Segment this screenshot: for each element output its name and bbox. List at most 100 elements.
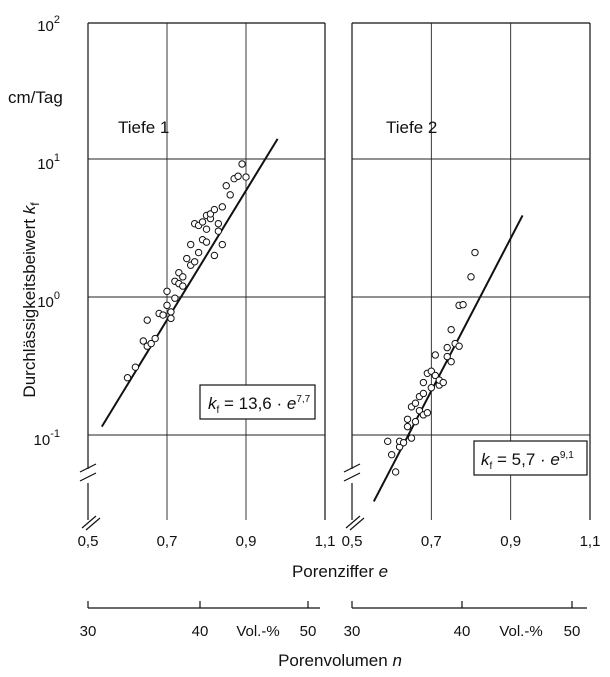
- axis-break-mark: [85, 517, 101, 531]
- data-point: [139, 337, 148, 345]
- data-point: [238, 160, 246, 168]
- equation-body: = 13,6 ·: [219, 394, 287, 413]
- data-point: [399, 438, 408, 447]
- y-tick-exponent: 1: [54, 152, 60, 164]
- axis-break-mark: [343, 472, 361, 482]
- y-tick-label: 100: [37, 290, 60, 311]
- data-point: [179, 282, 187, 290]
- data-point: [159, 311, 167, 319]
- y-tick-label: 102: [37, 14, 60, 35]
- x-axis-label-text: Porenziffer: [292, 562, 379, 581]
- data-point: [210, 251, 219, 260]
- data-point: [226, 191, 234, 199]
- data-point: [387, 450, 396, 459]
- equation-k-sub: f: [490, 461, 493, 472]
- data-point: [143, 316, 151, 324]
- data-point: [431, 351, 439, 359]
- equation-e: e: [287, 394, 296, 413]
- y-tick-base: 10: [37, 294, 54, 311]
- x-axis-label: Porenziffer e: [292, 562, 388, 581]
- y-tick-label: 10-1: [34, 428, 60, 449]
- equation-k: k: [208, 394, 218, 413]
- data-point: [147, 339, 155, 348]
- axis-break-mark: [79, 472, 97, 482]
- data-point: [403, 415, 412, 423]
- n-axis-label-symbol: n: [392, 651, 401, 670]
- y-tick-base: 10: [37, 156, 54, 173]
- data-point: [439, 378, 447, 387]
- y-tick-exponent: -1: [50, 428, 60, 440]
- y-axis-label-subscript: f: [28, 202, 42, 206]
- x-tick-label: 0,9: [500, 533, 521, 550]
- data-point: [419, 389, 428, 398]
- data-point: [171, 294, 179, 302]
- equation-exponent: 7,7: [296, 394, 310, 405]
- equation-box: [199, 384, 316, 420]
- data-point: [407, 434, 416, 442]
- x-tick-label: 0,5: [78, 533, 99, 550]
- data-point: [218, 203, 227, 211]
- x-tick-label: 0,7: [421, 533, 442, 550]
- data-point: [242, 173, 250, 181]
- data-point: [427, 384, 436, 392]
- data-point: [179, 273, 187, 281]
- data-point: [467, 273, 475, 281]
- y-tick-base: 10: [37, 18, 54, 35]
- axis-break-mark: [345, 515, 361, 529]
- data-point: [123, 374, 132, 382]
- data-point: [455, 342, 463, 350]
- data-point: [411, 417, 420, 426]
- y-axis-unit: cm/Tag: [8, 88, 63, 107]
- data-point: [194, 248, 203, 257]
- data-point: [163, 287, 171, 295]
- x-axis-label-symbol: e: [379, 562, 388, 581]
- equation-label: kf = 13,6 · e7,7: [208, 394, 311, 416]
- data-point: [214, 227, 223, 235]
- y-tick-base: 10: [34, 432, 51, 449]
- data-point: [222, 182, 230, 190]
- data-point: [384, 437, 392, 446]
- data-point: [190, 258, 199, 266]
- data-point: [183, 254, 191, 263]
- data-point: [151, 334, 159, 343]
- y-axis-label: Durchlässigkeitsbeiwert kf: [20, 202, 42, 398]
- data-point: [443, 343, 451, 352]
- axis-break-mark: [349, 517, 365, 531]
- n-axis-unit: Vol.-%: [236, 623, 279, 640]
- data-point: [167, 308, 175, 316]
- equation-e: e: [550, 450, 559, 469]
- y-axis-label-text: Durchlässigkeitsbeiwert: [20, 214, 39, 397]
- data-point: [431, 371, 439, 380]
- n-axis-label-text: Porenvolumen: [278, 651, 392, 670]
- y-tick-label: 101: [37, 152, 60, 173]
- data-point: [202, 225, 211, 233]
- x-tick-label: 1,1: [580, 533, 601, 550]
- n-tick-label: 30: [344, 623, 361, 640]
- chart-panel-1: [79, 22, 326, 531]
- data-point: [163, 301, 171, 310]
- data-point: [202, 238, 211, 246]
- data-point: [167, 314, 175, 323]
- data-point: [471, 248, 479, 257]
- panel-title: Tiefe 1: [118, 118, 169, 137]
- data-point: [447, 325, 455, 334]
- n-tick-label: 40: [454, 623, 471, 640]
- data-point: [443, 352, 451, 361]
- equation-k-sub: f: [217, 405, 220, 416]
- data-point: [234, 172, 242, 180]
- fit-line: [100, 138, 279, 428]
- n-tick-label: 30: [80, 623, 97, 640]
- equation-label: kf = 5,7 · e9,1: [481, 450, 574, 472]
- equation-exponent: 9,1: [560, 450, 574, 461]
- n-axis-label: Porenvolumen n: [278, 651, 402, 670]
- axis-break-mark: [343, 463, 361, 473]
- y-tick-exponent: 0: [54, 290, 60, 302]
- data-point: [459, 300, 467, 309]
- axis-break-mark: [79, 463, 97, 473]
- data-point: [419, 378, 428, 387]
- x-tick-label: 0,7: [157, 533, 178, 550]
- equation-body: = 5,7 ·: [492, 450, 550, 469]
- y-axis-label-symbol: k: [20, 204, 39, 214]
- data-point: [218, 240, 227, 249]
